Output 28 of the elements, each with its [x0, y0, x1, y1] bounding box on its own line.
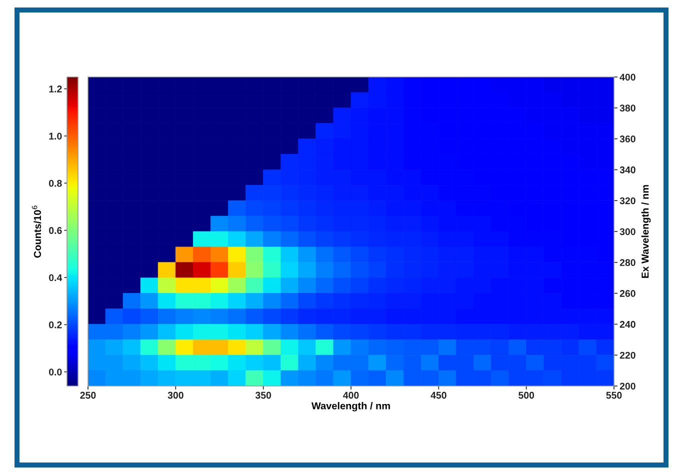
x-axis-title: Wavelength / nm	[311, 402, 390, 412]
color-bar-label: 0.2	[49, 321, 62, 328]
x-tick-label: 400	[343, 392, 359, 399]
y-tick-label: 340	[620, 166, 636, 174]
x-tick-label: 450	[430, 392, 446, 399]
y-tick-label: 380	[620, 104, 636, 112]
y-tick-label: 320	[620, 197, 636, 204]
x-tick-label: 550	[606, 392, 622, 399]
y-tick-label: 240	[620, 320, 636, 328]
x-tick-label: 500	[518, 392, 534, 399]
color-bar-label: 1.2	[49, 86, 62, 92]
y-tick-label: 220	[620, 352, 636, 359]
x-tick-label: 350	[255, 392, 272, 399]
x-tick-label: 250	[80, 392, 96, 399]
y-axis-title: Ex Wavelength / nm	[641, 185, 651, 278]
y-tick-label: 260	[620, 290, 636, 297]
y-tick-label: 360	[620, 136, 636, 142]
color-bar-label: 0.8	[49, 180, 62, 187]
color-bar-label: 0.4	[49, 274, 62, 282]
y-tick-label: 280	[620, 259, 636, 266]
y-tick-label: 200	[620, 382, 636, 390]
y-tick-label: 400	[620, 74, 636, 81]
color-bar-label: 0.6	[49, 227, 62, 234]
x-tick-label: 300	[168, 392, 184, 399]
y-tick-label: 300	[620, 228, 636, 236]
color-bar-label: 1.0	[49, 132, 62, 140]
color-bar-title: Counts/10$^{6}$	[32, 206, 42, 258]
color-bar-label: 0.0	[49, 368, 62, 376]
